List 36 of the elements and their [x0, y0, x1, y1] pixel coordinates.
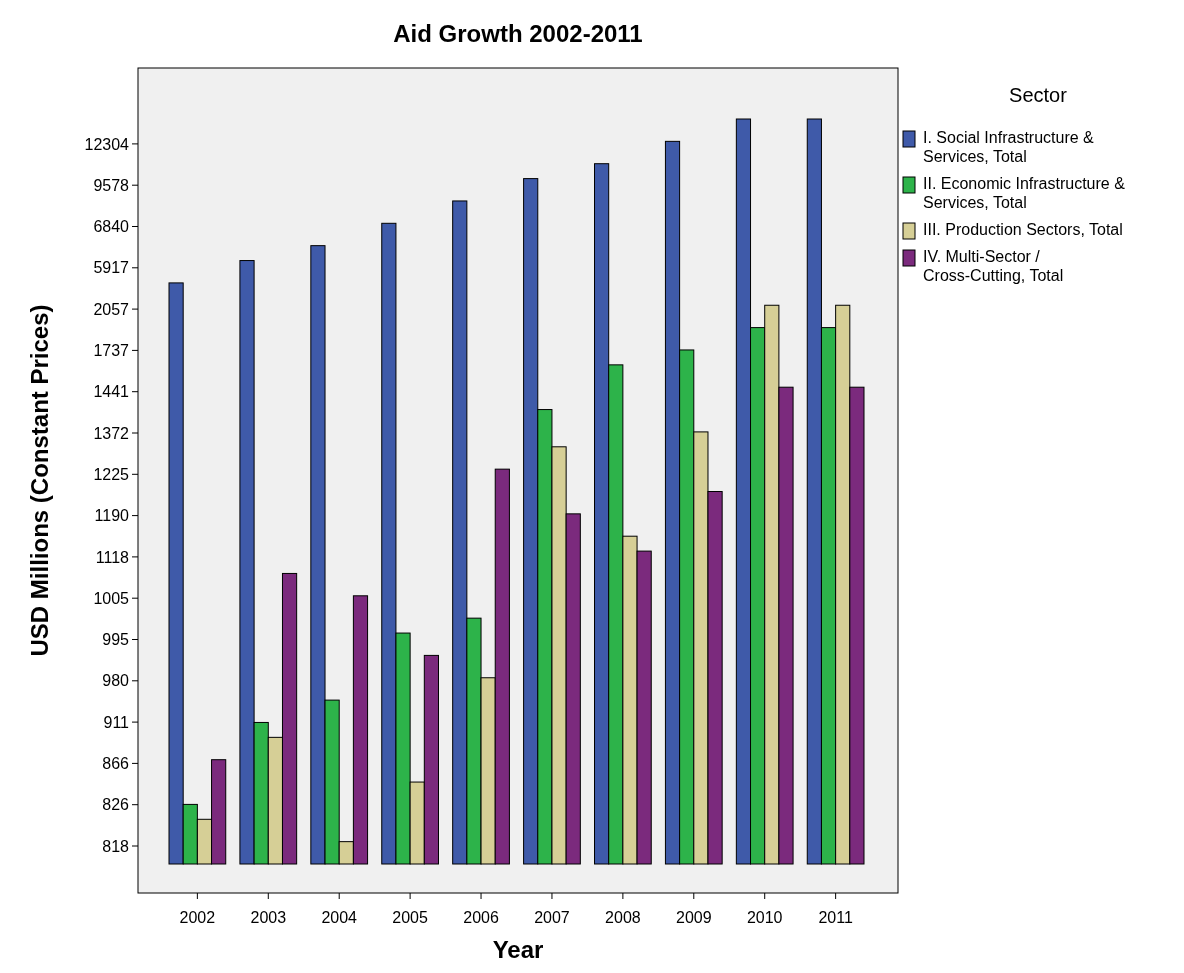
text: 6840 [93, 218, 130, 236]
text: 980 [102, 672, 130, 690]
legend-label: IV. Multi-Sector / Cross-Cutting, Total [923, 248, 1064, 284]
text: 1441 [93, 383, 130, 401]
text: 995 [102, 631, 130, 649]
x-tick-label: 2002 [179, 909, 216, 926]
text: 9578 [93, 176, 130, 194]
text: 2057 [93, 300, 130, 318]
text: 1372 [93, 424, 130, 442]
text: 5917 [93, 259, 130, 277]
x-tick-label: 2009 [676, 909, 712, 926]
legend-label: II. Economic Infrastructure & Services, Total [923, 175, 1126, 211]
chart-title: Aid Growth 2002-2011 [393, 20, 643, 47]
text: 866 [102, 755, 130, 772]
x-tick-label: 2010 [746, 909, 783, 926]
x-tick-label: 2005 [392, 909, 429, 926]
x-tick-label: 2008 [605, 909, 641, 926]
x-tick-label: 2006 [463, 909, 499, 926]
legend-label: I. Social Infrastructure & Services, Total [923, 129, 1095, 165]
text: 818 [102, 837, 130, 855]
text: 1005 [93, 589, 130, 607]
legend-title: Sector [1009, 84, 1068, 106]
text: 911 [103, 713, 130, 731]
x-tick-label: 2004 [321, 909, 358, 926]
text: 1737 [93, 342, 130, 359]
y-axis-title: USD Millions (Constant Prices) [26, 304, 53, 657]
text: 1225 [93, 465, 130, 483]
x-axis-title: Year [492, 936, 544, 963]
x-tick-label: 2003 [250, 909, 287, 926]
text: 12304 [84, 135, 130, 153]
text: 1190 [94, 507, 130, 525]
x-tick-label: 2011 [818, 909, 853, 926]
x-tick-label: 2007 [534, 909, 570, 926]
legend-label: III. Production Sectors, Total [923, 221, 1123, 238]
text: 826 [102, 796, 130, 814]
text: 1118 [95, 548, 130, 566]
